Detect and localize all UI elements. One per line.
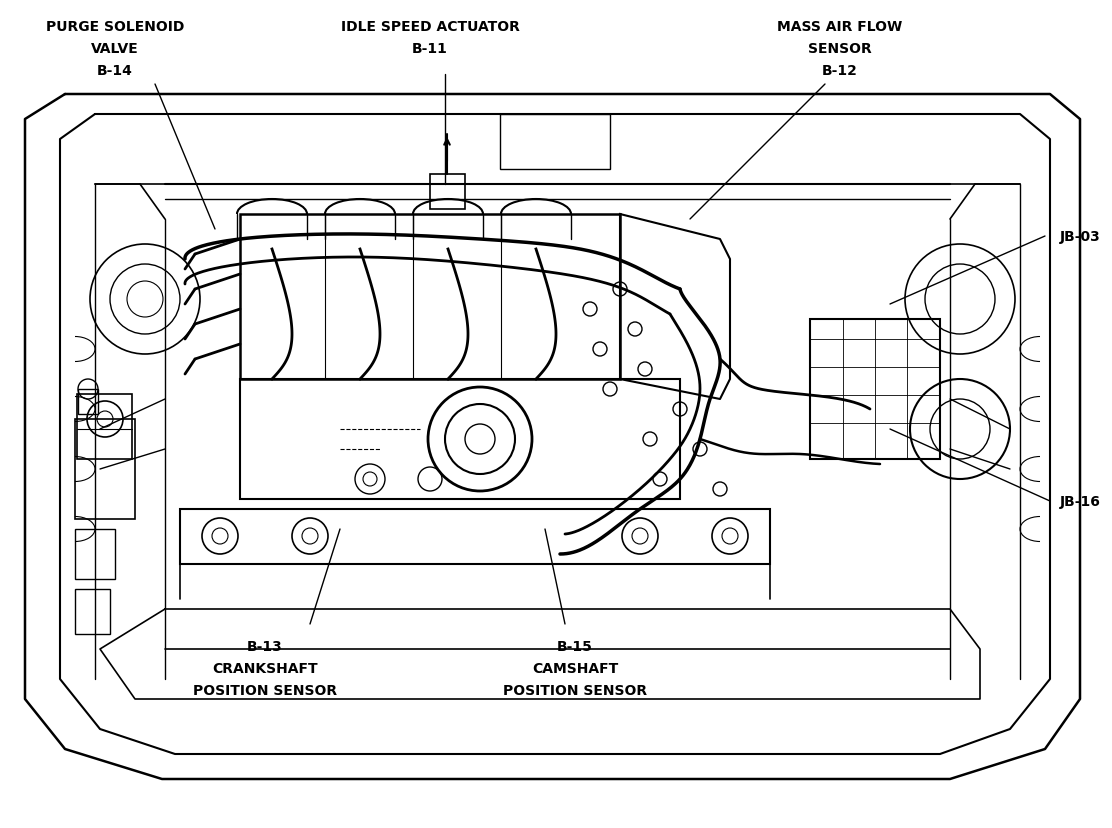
Text: VALVE: VALVE <box>91 42 139 56</box>
Text: CAMSHAFT: CAMSHAFT <box>532 662 618 675</box>
Bar <box>75 529 115 580</box>
Bar <box>180 509 770 565</box>
Text: B-13: B-13 <box>247 639 282 653</box>
Text: JB-03: JB-03 <box>1060 229 1101 243</box>
Bar <box>75 420 135 519</box>
Text: B-14: B-14 <box>97 64 133 78</box>
Bar <box>78 389 98 415</box>
Text: JB-16: JB-16 <box>1060 494 1101 508</box>
Bar <box>810 320 940 460</box>
Text: SENSOR: SENSOR <box>808 42 872 56</box>
Text: POSITION SENSOR: POSITION SENSOR <box>193 683 337 697</box>
Bar <box>75 590 110 634</box>
Text: MASS AIR FLOW: MASS AIR FLOW <box>777 20 903 34</box>
Text: B-15: B-15 <box>557 639 593 653</box>
Text: B-12: B-12 <box>822 64 858 78</box>
Text: CRANKSHAFT: CRANKSHAFT <box>212 662 318 675</box>
Text: POSITION SENSOR: POSITION SENSOR <box>503 683 647 697</box>
Bar <box>500 115 610 170</box>
Text: IDLE SPEED ACTUATOR: IDLE SPEED ACTUATOR <box>340 20 519 34</box>
Bar <box>77 394 132 460</box>
Bar <box>240 379 681 499</box>
Bar <box>430 175 465 209</box>
Text: PURGE SOLENOID: PURGE SOLENOID <box>46 20 185 34</box>
Bar <box>240 214 620 379</box>
Text: B-11: B-11 <box>413 42 448 56</box>
